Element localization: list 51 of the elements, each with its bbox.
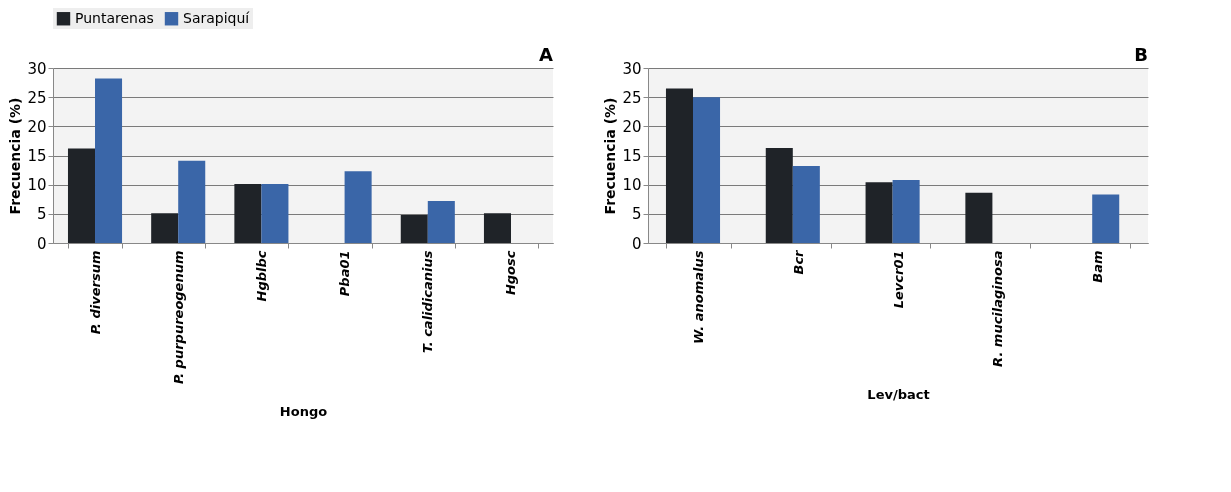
bar xyxy=(67,148,96,243)
bar xyxy=(665,88,693,243)
x-tick-label: Hgosc xyxy=(503,250,519,296)
y-tick-label: 0 xyxy=(36,234,47,253)
x-tick-label: Pba01 xyxy=(337,250,353,297)
x-tick-label: P. diversum xyxy=(87,250,103,335)
bar xyxy=(261,184,289,243)
x-tick-label: Hgblbc xyxy=(253,250,269,302)
y-tick-label: 20 xyxy=(622,117,642,136)
bar xyxy=(965,192,993,243)
x-tick-label: Bcr xyxy=(790,248,806,275)
y-tick-label: 10 xyxy=(622,176,642,195)
y-tick-label: 25 xyxy=(27,88,47,107)
y-tick-label: 0 xyxy=(631,234,642,253)
x-tick-label: P. purpureogenum xyxy=(170,250,186,385)
x-tick-label: T. calidicanius xyxy=(420,250,436,353)
bar xyxy=(151,213,179,243)
bar xyxy=(792,166,820,243)
chart-title: B xyxy=(1134,44,1148,65)
y-tick-label: 20 xyxy=(27,117,47,136)
y-tick-label: 5 xyxy=(36,205,47,224)
legend-label: Puntarenas xyxy=(75,9,154,26)
y-tick-label: 5 xyxy=(631,205,642,224)
bar xyxy=(95,78,123,243)
bar xyxy=(400,215,428,243)
chart-title: A xyxy=(539,44,554,65)
x-tick-label: R. mucilaginosa xyxy=(990,250,1006,367)
y-tick-label: 15 xyxy=(27,147,47,165)
bar xyxy=(1092,194,1120,243)
bar xyxy=(865,182,893,243)
y-axis-title: Frecuencia (%) xyxy=(602,97,619,215)
bar xyxy=(483,213,511,243)
x-axis-title: Lev/bact xyxy=(867,386,930,402)
x-axis-title: Hongo xyxy=(279,404,328,420)
bar xyxy=(427,201,455,243)
x-tick-label: W. anomalus xyxy=(690,250,706,344)
bar xyxy=(765,147,793,243)
y-tick-label: 10 xyxy=(27,176,47,195)
y-tick-label: 25 xyxy=(622,88,642,107)
x-tick-label: Levcr01 xyxy=(890,250,906,309)
y-tick-label: 30 xyxy=(622,59,642,78)
y-tick-label: 15 xyxy=(622,147,642,165)
bar xyxy=(892,180,920,243)
y-tick-label: 30 xyxy=(27,59,47,78)
x-tick-label: Bam xyxy=(1090,250,1106,283)
bar xyxy=(344,171,372,243)
legend-label: Sarapiquí xyxy=(183,9,251,26)
bar xyxy=(693,97,721,243)
bar xyxy=(178,160,206,243)
y-axis-title: Frecuencia (%) xyxy=(7,97,24,215)
bar xyxy=(234,184,262,243)
